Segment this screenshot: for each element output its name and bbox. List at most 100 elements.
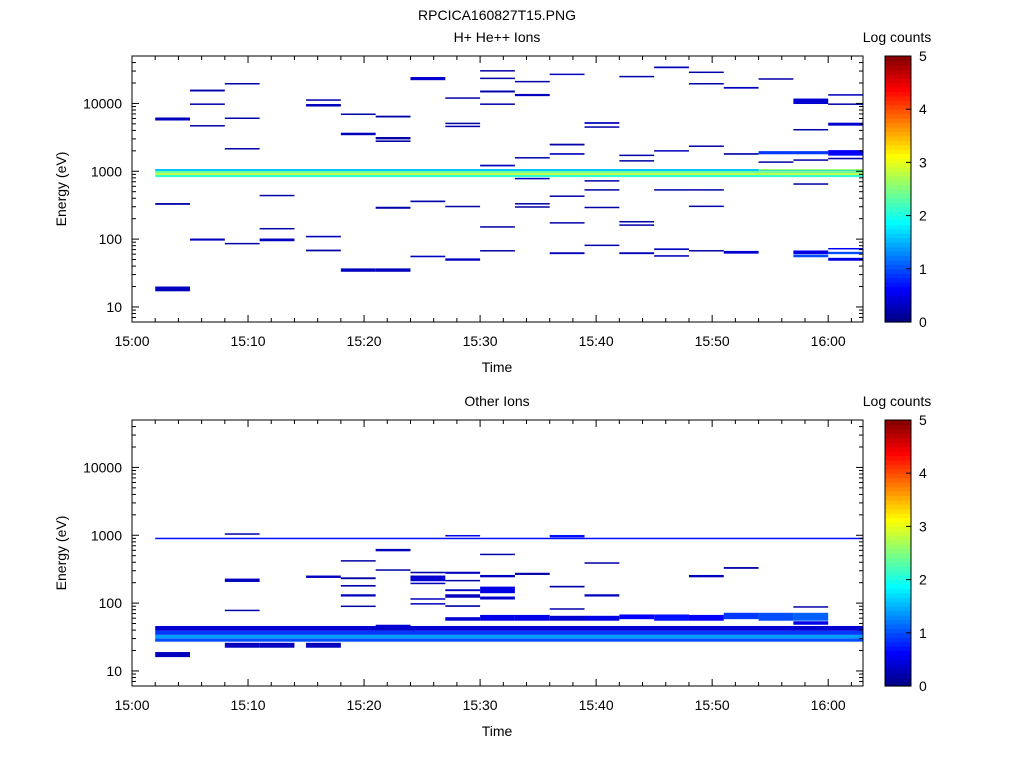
panel-1-band (155, 171, 863, 174)
panel-2-y-tick-label: 10000 (83, 459, 122, 475)
panel-1-colorbar-segment (885, 60, 911, 66)
panel-1-cell (549, 153, 585, 155)
panel-2-colorbar-segment (885, 579, 911, 585)
panel-2-cell (224, 609, 260, 612)
panel-1-colorbar-segment (885, 313, 911, 319)
panel-2-x-tick-label: 16:00 (811, 697, 846, 713)
panel-2-colorbar-segment (885, 557, 911, 563)
panel-1-colorbar-segment (885, 259, 911, 265)
panel-1-colorbar-segment (885, 153, 911, 159)
panel-2-colorbar-segment (885, 539, 911, 545)
panel-1-cell (340, 268, 376, 272)
panel-2-colorbar-segment (885, 521, 911, 527)
panel-1-colorbar-label: Log counts (863, 29, 932, 45)
panel-2-cell (410, 598, 446, 600)
panel-2-cell (793, 612, 829, 621)
panel-1-colorbar-segment (885, 140, 911, 146)
panel-1-cell (375, 268, 411, 272)
panel-2-cell (480, 553, 515, 556)
panel-1-cell (828, 257, 863, 261)
panel-1-colorbar-segment (885, 206, 911, 212)
panel-1-colorbar-segment (885, 162, 911, 168)
panel-1-cell (793, 254, 829, 258)
panel-1-colorbar-segment (885, 100, 911, 106)
panel-1-cell (793, 151, 829, 155)
panel-1-band (155, 175, 863, 178)
panel-1-y-tick-label: 1000 (91, 163, 122, 179)
panel-1-colorbar-segment (885, 175, 911, 181)
panel-1-cell (190, 103, 225, 105)
panel-1-cell (723, 153, 759, 155)
panel-2-cell (445, 534, 481, 537)
panel-1-cell (340, 113, 376, 116)
panel-1-cell (619, 220, 655, 223)
panel-2-band (155, 638, 863, 642)
panel-1-cell (828, 103, 863, 105)
panel-2-cell (793, 621, 829, 625)
panel-2-colorbar-segment (885, 424, 911, 430)
panel-2-band (155, 630, 863, 635)
panel-1-colorbar-segment (885, 282, 911, 288)
panel-2-colorbar-segment (885, 464, 911, 470)
panel-1-x-tick-label: 15:20 (347, 333, 382, 349)
panel-1-colorbar-segment (885, 91, 911, 97)
panel-1-cell (584, 122, 620, 124)
panel-1-cell (375, 140, 411, 142)
panel-1-colorbar-segment (885, 317, 911, 323)
panel-2-cell (445, 594, 481, 598)
panel-2-colorbar-segment (885, 504, 911, 510)
panel-1-colorbar-segment (885, 242, 911, 248)
panel-2-colorbar-segment (885, 513, 911, 519)
panel-2-cell (480, 596, 515, 600)
panel-1-colorbar-segment (885, 246, 911, 252)
panel-2-colorbar-tick-label: 4 (919, 465, 927, 481)
panel-1-cell (306, 99, 341, 101)
panel-1-colorbar-tick-label: 0 (919, 314, 927, 330)
panel-1-cell (549, 252, 585, 255)
panel-1-cell (619, 252, 655, 255)
panel-1-colorbar-segment (885, 304, 911, 310)
panel-2-cell (224, 578, 260, 582)
panel-2-cell (410, 575, 446, 582)
panel-1-cell (410, 255, 446, 258)
panel-2-colorbar-segment (885, 663, 911, 669)
panel-1-cell (828, 251, 863, 255)
panel-1-colorbar-segment (885, 104, 911, 110)
panel-1-colorbar-segment (885, 126, 911, 132)
panel-1-plot-frame (131, 55, 864, 323)
panel-1-colorbar-tick-label: 1 (919, 261, 927, 277)
panel-2-cell (549, 585, 585, 588)
panel-2-colorbar-segment (885, 517, 911, 523)
panel-1-colorbar-segment (885, 193, 911, 199)
panel-1-colorbar-segment (885, 295, 911, 301)
panel-1-colorbar-segment (885, 268, 911, 274)
panel-1-colorbar-segment (885, 251, 911, 257)
panel-1-colorbar-segment (885, 82, 911, 88)
panel-2-cell (480, 614, 515, 621)
panel-2-colorbar-segment (885, 508, 911, 514)
panel-1-cell (480, 226, 515, 228)
panel-1-cell (375, 115, 411, 118)
panel-2-colorbar-segment (885, 553, 911, 559)
panel-2-colorbar-segment (885, 597, 911, 603)
panel-1-cell (654, 189, 689, 191)
panel-1-colorbar-segment (885, 131, 911, 137)
panel-1-cell (306, 249, 341, 252)
panel-1-colorbar-segment (885, 180, 911, 186)
panel-1-cell (584, 206, 620, 209)
panel-1-cell (619, 224, 655, 226)
panel-1-colorbar-segment (885, 171, 911, 177)
panel-1-cell (340, 132, 376, 136)
panel-1-cell (445, 97, 481, 99)
panel-1-colorbar-segment (885, 273, 911, 279)
panel-2-cell (410, 582, 446, 585)
panel-2-cell (445, 571, 481, 574)
panel-2-colorbar-segment (885, 646, 911, 652)
panel-2-colorbar-segment (885, 482, 911, 488)
panel-1-cell (259, 227, 295, 230)
panel-1-layer: 15:00 15:10 15:20 15:30 15:40 15:50 16:0010100… (83, 48, 927, 349)
panel-1-cell (793, 159, 829, 161)
panel-2-cell (480, 586, 515, 594)
panel-2-colorbar-segment (885, 668, 911, 674)
panel-1-y-tick-label: 10000 (83, 95, 122, 111)
